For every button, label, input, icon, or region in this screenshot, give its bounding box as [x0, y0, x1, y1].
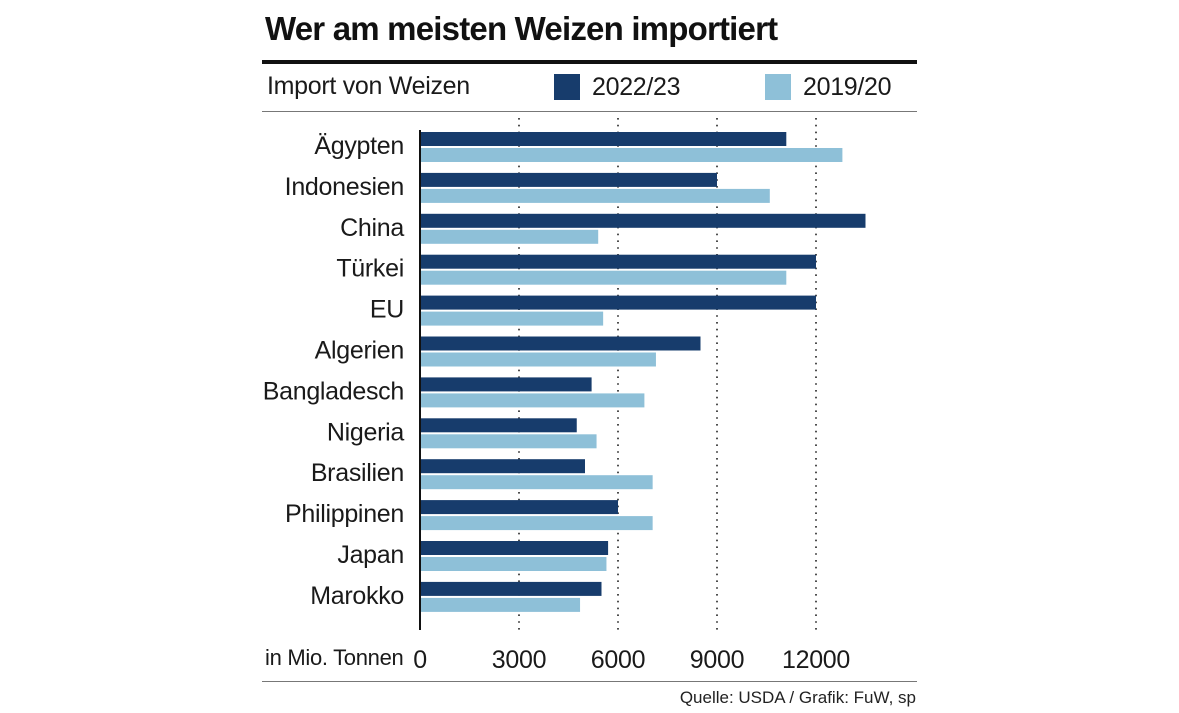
- category-label-eu: EU: [370, 296, 404, 324]
- bar-indonesien-2022-23: [420, 172, 717, 187]
- bar-tuerkei-2019-20: [420, 270, 787, 285]
- chart-title: Wer am meisten Weizen importiert: [265, 10, 778, 47]
- category-label-aegypten: Ägypten: [314, 132, 404, 160]
- x-tick-label-0: 0: [413, 646, 427, 674]
- x-tick-label-3000: 3000: [492, 646, 546, 674]
- category-label-japan: Japan: [337, 541, 404, 569]
- legend-swatch-2019-20: [765, 74, 791, 100]
- x-tick-label-12000: 12000: [782, 646, 850, 674]
- bar-eu-2022-23: [420, 295, 816, 310]
- category-label-marokko: Marokko: [310, 582, 404, 610]
- x-tick-label-6000: 6000: [591, 646, 645, 674]
- bar-marokko-2019-20: [420, 597, 581, 612]
- bar-algerien-2022-23: [420, 336, 701, 351]
- category-label-brasilien: Brasilien: [311, 459, 404, 487]
- bar-indonesien-2019-20: [420, 188, 770, 203]
- bar-brasilien-2022-23: [420, 459, 585, 474]
- legend-label-2022-23: 2022/23: [592, 72, 681, 101]
- bar-bangladesch-2019-20: [420, 393, 645, 408]
- header-rule: [262, 111, 917, 112]
- bar-tuerkei-2022-23: [420, 254, 816, 269]
- footer-rule: [262, 681, 917, 682]
- category-label-philippinen: Philippinen: [285, 500, 404, 528]
- legend-label-2019-20: 2019/20: [803, 72, 892, 101]
- legend-swatch-2022-23: [554, 74, 580, 100]
- x-tick-label-9000: 9000: [690, 646, 744, 674]
- bar-brasilien-2019-20: [420, 475, 653, 490]
- x-axis-unit-label: in Mio. Tonnen: [265, 645, 404, 670]
- bar-china-2019-20: [420, 229, 599, 244]
- legend-item-2022-23: 2022/23: [554, 72, 681, 101]
- category-label-tuerkei: Türkei: [336, 255, 404, 283]
- bar-marokko-2022-23: [420, 581, 602, 596]
- title-rule: [262, 60, 917, 64]
- bar-nigeria-2019-20: [420, 434, 597, 449]
- bar-nigeria-2022-23: [420, 418, 577, 433]
- category-label-bangladesch: Bangladesch: [263, 377, 404, 405]
- source-note: Quelle: USDA / Grafik: FuW, sp: [679, 688, 916, 707]
- category-label-indonesien: Indonesien: [285, 173, 404, 201]
- bar-eu-2019-20: [420, 311, 604, 326]
- bar-aegypten-2022-23: [420, 132, 787, 146]
- bar-japan-2022-23: [420, 541, 609, 555]
- bar-philippinen-2019-20: [420, 516, 653, 531]
- category-label-algerien: Algerien: [315, 337, 404, 365]
- bar-philippinen-2022-23: [420, 500, 618, 515]
- bar-japan-2019-20: [420, 557, 607, 571]
- legend-item-2019-20: 2019/20: [765, 72, 892, 101]
- category-label-china: China: [340, 214, 404, 242]
- bar-aegypten-2019-20: [420, 148, 843, 162]
- category-label-nigeria: Nigeria: [327, 418, 404, 446]
- chart-subtitle: Import von Weizen: [267, 72, 470, 100]
- bar-bangladesch-2022-23: [420, 377, 592, 392]
- bar-china-2022-23: [420, 213, 866, 228]
- bar-algerien-2019-20: [420, 352, 656, 367]
